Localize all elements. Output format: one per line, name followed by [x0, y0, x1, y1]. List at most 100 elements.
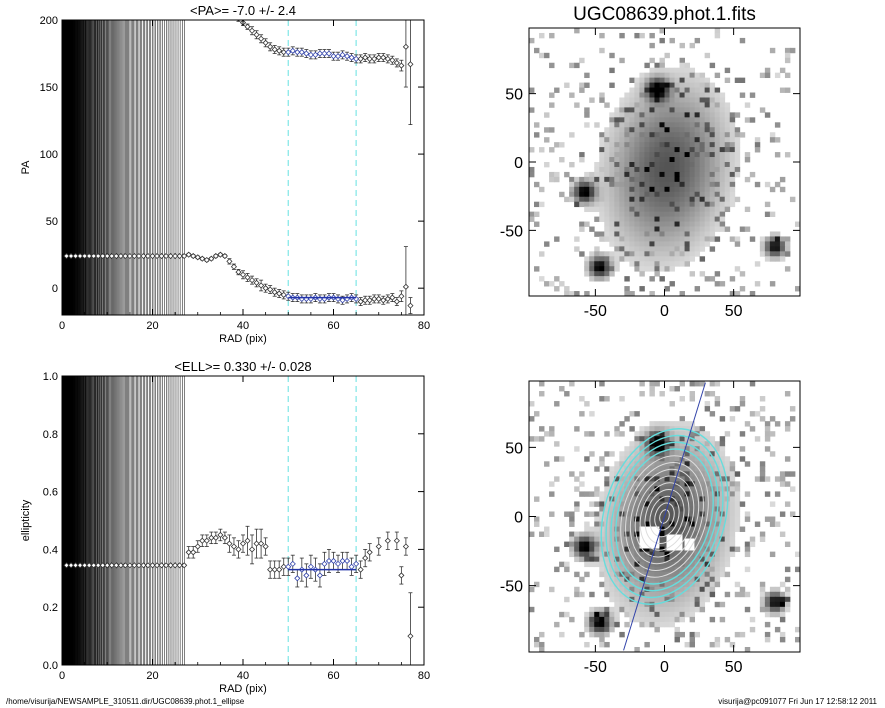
data-point: [371, 55, 378, 62]
image-pixel: [699, 211, 706, 217]
image-pixel: [689, 501, 696, 507]
image-pixel: [724, 112, 731, 118]
image-pixel: [689, 112, 696, 118]
image-pixel: [589, 251, 595, 257]
image-pixel: [609, 486, 615, 492]
image-pixel: [574, 102, 580, 108]
image-pixel: [564, 596, 570, 603]
image-pixel: [699, 546, 706, 553]
image-pixel: [704, 236, 711, 242]
image-pixel: [679, 157, 685, 163]
image-pixel: [709, 97, 716, 103]
image-pixel: [639, 152, 645, 158]
image-pixel: [584, 616, 590, 623]
image-pixel: [669, 431, 675, 437]
image-pixel: [654, 97, 660, 103]
image-pixel: [619, 176, 625, 183]
image-pixel: [774, 606, 781, 613]
image-pixel: [664, 256, 670, 262]
image-pixel: [619, 142, 625, 148]
image-pixel: [629, 611, 635, 618]
image-pixel: [659, 152, 665, 158]
image-pixel: [719, 446, 726, 452]
image-pixel: [729, 127, 736, 133]
image-pixel: [674, 107, 680, 113]
image-pixel: [714, 32, 721, 39]
image-pixel: [754, 142, 761, 148]
image-pixel: [694, 246, 701, 252]
image-pixel: [684, 446, 690, 452]
image-pixel: [769, 256, 776, 262]
image-pixel: [719, 551, 726, 558]
image-pixel: [699, 127, 706, 133]
image-pixel: [694, 231, 701, 237]
image-pixel: [749, 626, 756, 633]
image-pixel: [629, 556, 635, 563]
image-pixel: [709, 546, 716, 553]
image-pixel: [599, 216, 605, 222]
image-pixel: [654, 206, 660, 213]
image-pixel: [639, 446, 645, 452]
image-pixel: [764, 236, 771, 242]
image-pixel: [594, 561, 600, 568]
image-pixel: [739, 401, 746, 407]
image-pixel: [544, 526, 550, 532]
image-pixel: [684, 526, 690, 532]
image-pixel: [704, 127, 711, 133]
image-pixel: [719, 526, 726, 532]
image-pixel: [684, 426, 690, 432]
image-pixel: [664, 186, 670, 193]
image-pixel: [679, 72, 685, 79]
image-pixel: [704, 157, 711, 163]
image-pixel: [654, 426, 660, 432]
data-point: [176, 252, 183, 260]
image-pixel: [684, 641, 690, 648]
image-pixel: [704, 196, 711, 203]
image-pixel: [784, 236, 791, 242]
image-pixel: [584, 112, 590, 118]
image-pixel: [724, 476, 731, 482]
image-pixel: [629, 231, 635, 237]
image-pixel: [584, 611, 590, 618]
image-pixel: [714, 191, 721, 198]
image-pixel: [719, 601, 726, 608]
image-pixel: [679, 571, 685, 578]
image-pixel: [669, 191, 675, 198]
image-pixel: [629, 251, 635, 257]
image-pixel: [669, 611, 675, 618]
image-pixel: [644, 471, 650, 477]
image-pixel: [689, 441, 696, 447]
image-pixel: [709, 476, 716, 482]
image-pixel: [609, 152, 615, 158]
data-point: [181, 562, 188, 569]
image-pixel: [779, 531, 786, 537]
profile-plot-1: [61, 375, 425, 666]
image-pixel: [634, 546, 640, 553]
image-pixel: [604, 511, 610, 517]
image-pixel: [669, 107, 675, 113]
image-pixel: [719, 536, 726, 542]
image-pixel: [629, 561, 635, 568]
image-pixel: [689, 206, 696, 213]
image-pixel: [609, 491, 615, 497]
image-pixel: [734, 266, 741, 272]
image-pixel: [664, 206, 670, 213]
image-pixel: [534, 132, 540, 138]
data-point: [104, 562, 111, 569]
image-pixel: [704, 226, 711, 232]
image-pixel: [684, 82, 690, 88]
image-pixel: [689, 456, 696, 462]
image-pixel: [659, 276, 665, 282]
image-pixel: [639, 521, 645, 527]
image-pixel: [634, 102, 640, 108]
image-pixel: [544, 52, 550, 59]
image-pixel: [639, 556, 645, 563]
image-pixel: [634, 596, 640, 603]
image-pixel: [579, 186, 585, 193]
image-pixel: [534, 581, 540, 588]
image-pixel: [734, 406, 741, 412]
image-pixel: [539, 147, 545, 153]
image-pixel: [654, 576, 660, 583]
image-pixel: [549, 62, 555, 69]
image-pixel: [744, 491, 751, 497]
